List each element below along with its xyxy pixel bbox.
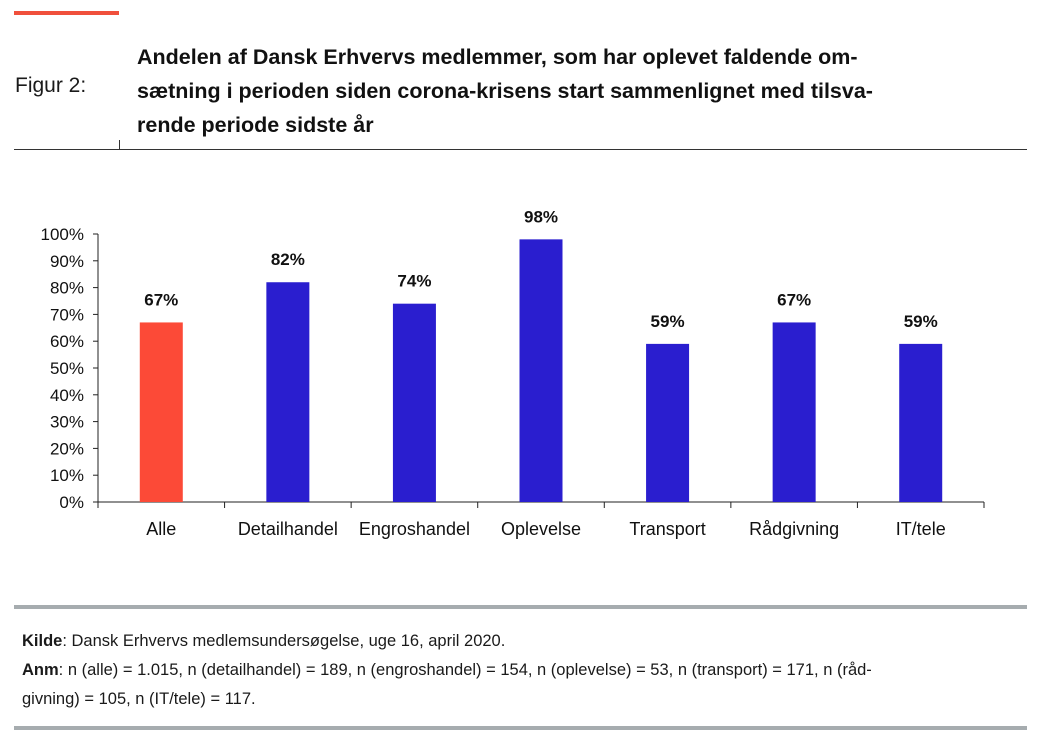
footer-top-rule bbox=[14, 605, 1027, 609]
bar-data-label: 98% bbox=[524, 207, 558, 226]
x-category-label: Alle bbox=[146, 519, 176, 539]
y-tick-label: 50% bbox=[50, 359, 84, 378]
bar-data-label: 67% bbox=[144, 290, 178, 309]
bar-data-label: 74% bbox=[397, 272, 431, 291]
y-tick-label: 10% bbox=[50, 466, 84, 485]
figure-title-line: sætning i perioden siden corona-krisens … bbox=[137, 79, 873, 103]
x-category-label: Rådgivning bbox=[749, 519, 839, 539]
bar bbox=[899, 343, 943, 502]
x-category-label: Transport bbox=[629, 519, 705, 539]
annotation-note: Anm: n (alle) = 1.015, n (detailhandel) … bbox=[22, 656, 872, 714]
y-tick-label: 30% bbox=[50, 413, 84, 432]
bar bbox=[646, 343, 690, 502]
y-tick-label: 60% bbox=[50, 332, 84, 351]
figure-label: Figur 2: bbox=[15, 74, 87, 97]
y-tick-label: 90% bbox=[50, 252, 84, 271]
bar-data-label: 59% bbox=[651, 312, 685, 331]
figure-title-line: Andelen af Dansk Erhvervs medlemmer, som… bbox=[137, 45, 858, 69]
source-text: : Dansk Erhvervs medlemsundersøgelse, ug… bbox=[62, 632, 506, 650]
y-tick-label: 70% bbox=[50, 305, 84, 324]
note-text-continued: givning) = 105, n (IT/tele) = 117. bbox=[22, 690, 256, 708]
source-label: Kilde bbox=[22, 632, 63, 650]
bar-chart: 0% 10% 20% 30% 40% 50% 60% 70% 80% 90% 100% 67% Alle… bbox=[41, 207, 985, 539]
footer-bottom-rule bbox=[14, 726, 1027, 730]
figure-title: Andelen af Dansk Erhvervs medlemmer, som… bbox=[137, 40, 1017, 142]
y-tick-label: 80% bbox=[50, 279, 84, 298]
bar bbox=[139, 322, 183, 502]
bar bbox=[772, 322, 816, 502]
source-note: Kilde: Dansk Erhvervs medlemsundersøgels… bbox=[22, 627, 505, 656]
header-rule bbox=[14, 149, 1027, 150]
note-label: Anm bbox=[22, 661, 59, 679]
x-category-label: Detailhandel bbox=[238, 519, 338, 539]
x-category-label: IT/tele bbox=[896, 519, 946, 539]
y-tick-label: 20% bbox=[50, 439, 84, 458]
bar bbox=[519, 239, 563, 503]
bar bbox=[266, 282, 310, 502]
bar-data-label: 67% bbox=[777, 290, 811, 309]
y-tick-label: 100% bbox=[41, 225, 84, 244]
note-text: : n (alle) = 1.015, n (detailhandel) = 1… bbox=[58, 661, 872, 679]
accent-bar bbox=[14, 11, 119, 15]
bar bbox=[392, 303, 436, 502]
x-category-label: Engroshandel bbox=[359, 519, 470, 539]
figure-title-line: rende periode sidste år bbox=[137, 113, 374, 137]
header-rule-tick bbox=[119, 140, 120, 150]
y-tick-label: 0% bbox=[59, 493, 84, 512]
y-tick-label: 40% bbox=[50, 386, 84, 405]
bar-data-label: 59% bbox=[904, 312, 938, 331]
bar-data-label: 82% bbox=[271, 250, 305, 269]
x-category-label: Oplevelse bbox=[501, 519, 581, 539]
